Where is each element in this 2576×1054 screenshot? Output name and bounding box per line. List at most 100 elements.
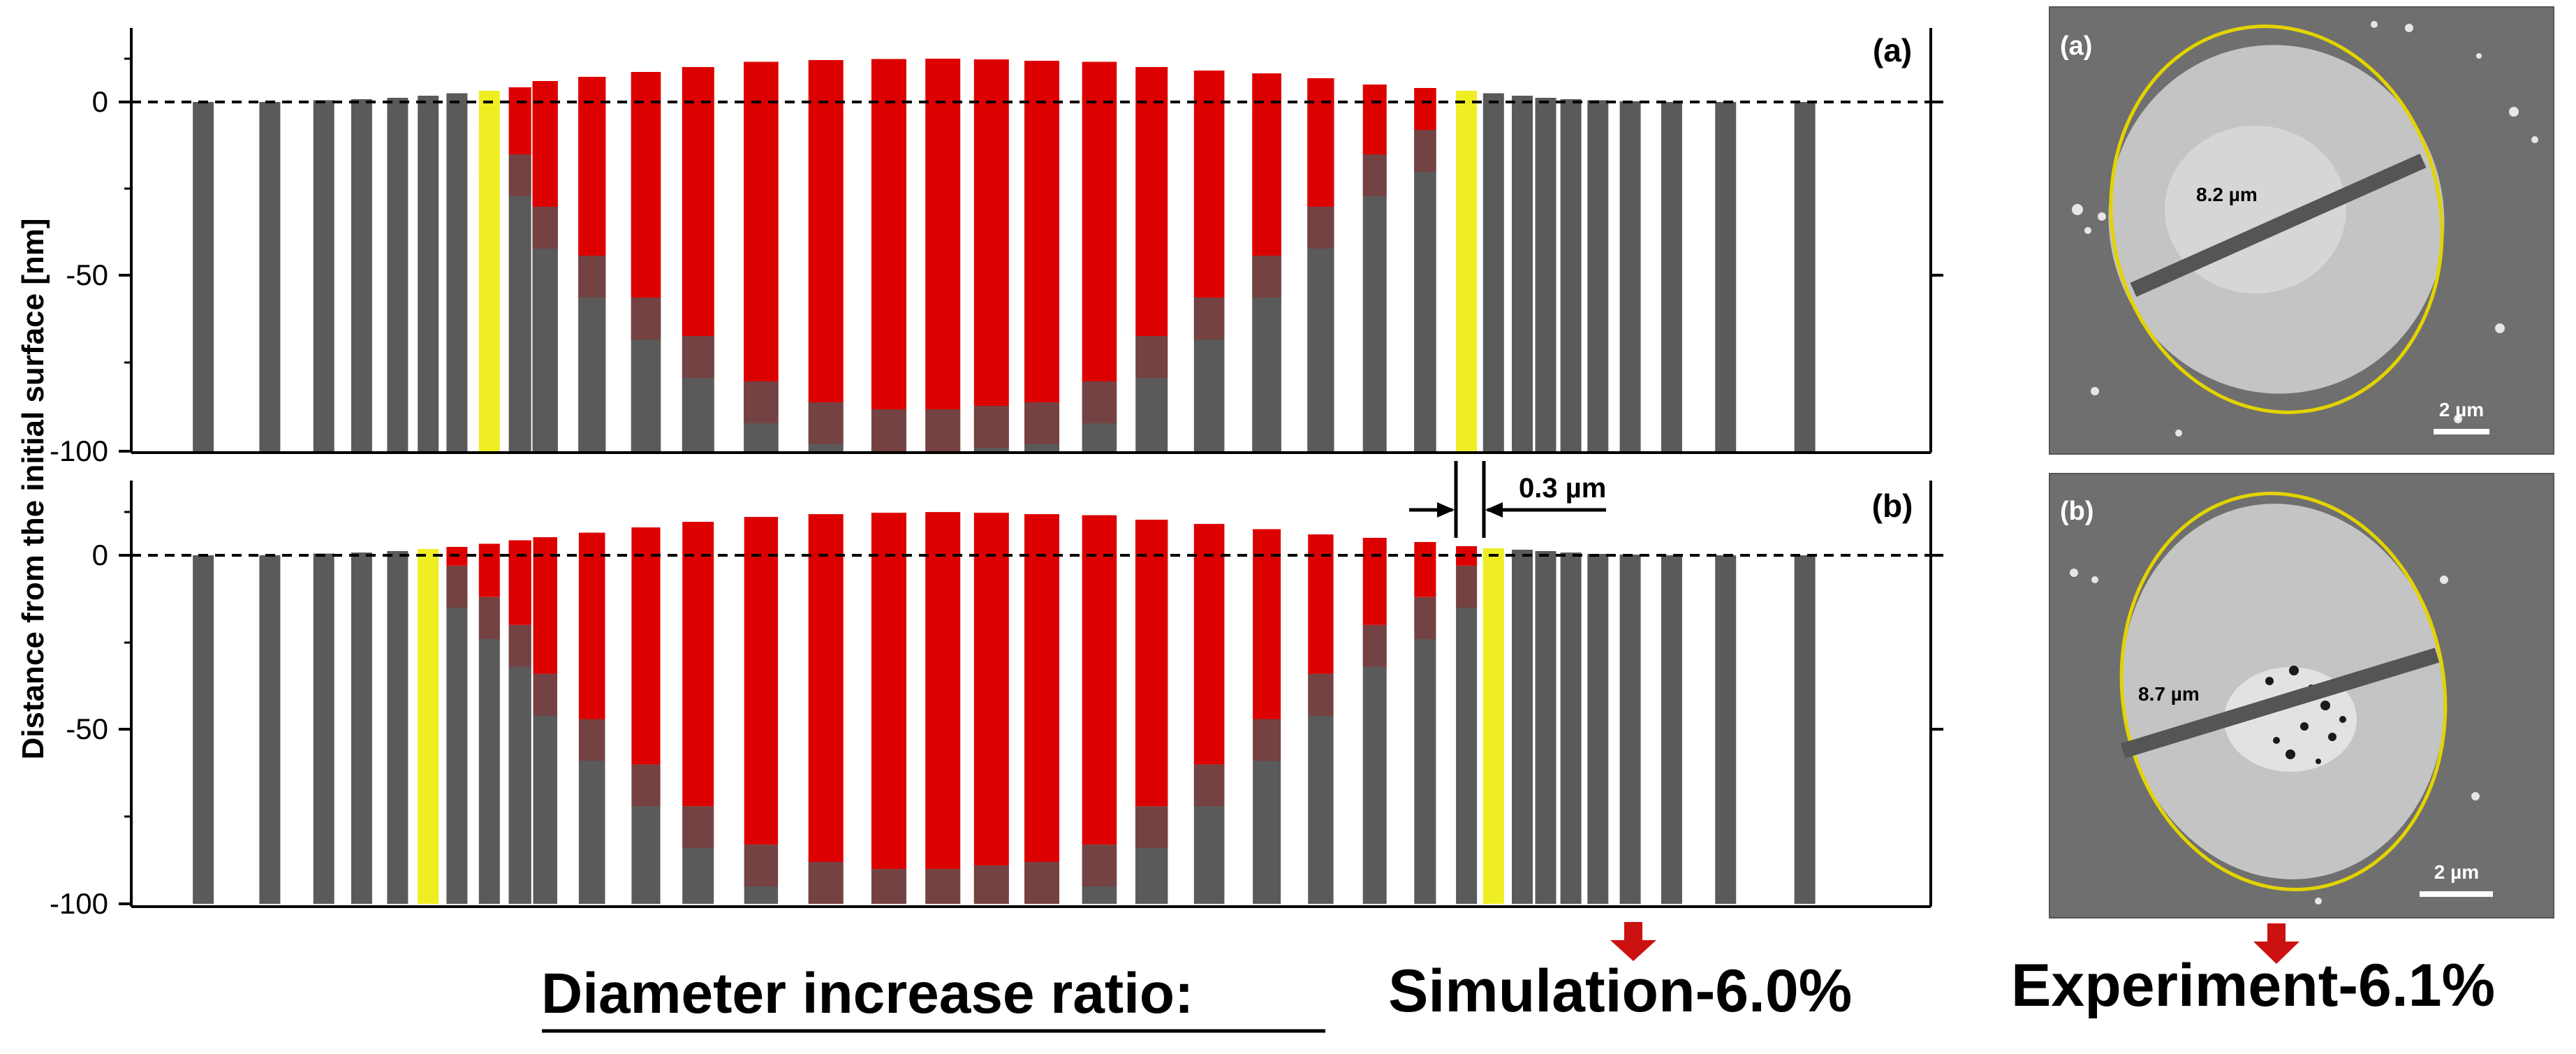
sem-b-debris [2070, 569, 2480, 905]
panel-a-bar-substrate [1560, 99, 1582, 451]
panel-b-bar-substrate [1362, 624, 1387, 904]
panel-a-bar [193, 102, 214, 451]
panel-b-bar-substrate [259, 555, 281, 904]
panel-b-bar [1362, 538, 1387, 904]
panel-a-bar-substrate [1794, 102, 1816, 451]
panel-b-bar-deposit [1135, 520, 1168, 807]
panel-a-bar [418, 96, 439, 451]
panel-a-bar [1619, 101, 1641, 451]
sem-a-diameter-label: 8.2 µm [2196, 184, 2258, 205]
panel-b-bar [1456, 546, 1478, 904]
panel-a-bar [446, 93, 468, 451]
panel-a-bar-deposit [744, 61, 779, 381]
panel-b-bar [446, 547, 468, 904]
panel-a-bar-deposit [508, 87, 531, 154]
panel-b-bar [578, 532, 605, 904]
panel-a-bar-mix-zone [1082, 381, 1117, 423]
panel-b-bar-mix-zone [682, 806, 714, 849]
panel-b-tick-label-minus-100: -100 [50, 887, 108, 920]
panel-a-bar [744, 61, 779, 451]
panel-b-bar-mix-zone [973, 865, 1009, 904]
sem-b-panel-label: (b) [2060, 497, 2094, 526]
panel-b-bar-substrate [418, 549, 439, 904]
panel-a-bar-deposit [631, 72, 661, 298]
panel-b-bar [973, 513, 1009, 904]
panel-b-bar [1535, 551, 1556, 904]
panel-b-bar [533, 537, 557, 904]
panel-b-bar-mix-zone [808, 862, 844, 904]
panel-a-bar-deposit [578, 77, 606, 256]
panel-b-bar-substrate [1414, 596, 1436, 904]
panel-a-bar-deposit [871, 59, 906, 409]
panel-b-bar-substrate [1715, 555, 1737, 904]
panel-b-bar-deposit [533, 537, 557, 674]
panel-b-bar-deposit [973, 513, 1009, 866]
panel-b-bar [744, 517, 779, 904]
panel-a-bar [808, 60, 844, 451]
sem-b-ellipse [2119, 492, 2448, 891]
panel-a-bar-substrate [1661, 102, 1682, 451]
panel-a-bar-deposit [973, 59, 1009, 406]
y-axis-title: Distance from the initial surface [nm] [16, 218, 50, 759]
panel-b-bar [1560, 552, 1582, 904]
sem-a-scale-label: 2 µm [2439, 399, 2484, 420]
panel-a-bar [259, 102, 281, 451]
panel-a-bar-substrate [259, 102, 281, 451]
panel-a-bar-substrate [1587, 100, 1609, 451]
panel-b-bar-substrate [313, 553, 334, 904]
panel-b-bar-deposit [508, 540, 531, 625]
panel-b-bar [1024, 514, 1059, 904]
panel-b-bar-substrate [1661, 555, 1682, 904]
simulation-arrow-icon [1610, 922, 1656, 961]
panel-a-bar-deposit [682, 67, 714, 336]
panel-a-bar-deposit [1414, 88, 1436, 130]
panel-b-bar [1619, 555, 1641, 904]
spacing-label: 0.3 µm [1519, 473, 1606, 504]
panel-a-bar-substrate [478, 130, 500, 451]
panel-b-bar-mix-zone [478, 596, 500, 639]
panel-a-bar-deposit [1252, 73, 1281, 256]
panel-a-bar-deposit [1362, 85, 1387, 154]
panel-b-tick-label-minus-50: -50 [66, 712, 108, 745]
panel-a-bar [1307, 78, 1334, 451]
panel-a-bar-mix-zone [1193, 298, 1225, 339]
panel-a-bar-substrate [1414, 130, 1436, 451]
panel-b-bar-deposit [744, 517, 779, 845]
panel-b-bar-substrate [508, 624, 531, 904]
panel-b-bar-substrate [446, 566, 468, 904]
panel-a-bar-mix-zone [973, 406, 1009, 448]
sem-a-panel-label: (a) [2060, 31, 2092, 61]
panel-b-bar-substrate [1587, 554, 1609, 904]
panel-b-bar [387, 551, 409, 904]
panel-b-bar-substrate [1482, 548, 1504, 904]
panel-a-y-ticks [119, 57, 1943, 453]
panel-b-bar [1482, 548, 1504, 904]
panel-b-bar [1082, 515, 1117, 904]
panel-a-bar-mix-zone [1307, 207, 1334, 249]
panel-a-bar [1715, 102, 1737, 451]
experiment-result: Experiment-6.1% [2011, 952, 2495, 1019]
panel-a-bar-mix-zone [1135, 336, 1168, 378]
panel-b-bar-mix-zone [533, 673, 557, 716]
panel-a-bar-mix-zone [508, 154, 531, 196]
panel-b-bar-deposit [631, 527, 661, 765]
panel-a-bar [313, 100, 334, 451]
panel-a-bar-deposit [925, 59, 961, 409]
panel-a-bar-deposit [1135, 67, 1168, 336]
panel-a-bar-substrate [1715, 102, 1737, 451]
panel-a-bar-mix-zone [925, 409, 961, 451]
panel-a-bar [1252, 73, 1281, 451]
panel-b-bar-substrate [1619, 555, 1641, 904]
panel-a-tick-label-0: 0 [92, 85, 108, 118]
panel-a-bar-mix-zone [744, 381, 779, 423]
panel-b-bar [508, 540, 531, 904]
panel-a-bar-mix-zone [478, 130, 500, 172]
panel-b-bar [1715, 555, 1737, 904]
panel-a-bar-deposit [1082, 61, 1117, 381]
panel-b-bar-substrate [1560, 552, 1582, 904]
panel-b-y-ticks [119, 511, 1943, 905]
panel-b-bar [259, 555, 281, 904]
panel-b-bar [193, 555, 214, 904]
panel-a-bar-deposit [1024, 61, 1059, 402]
